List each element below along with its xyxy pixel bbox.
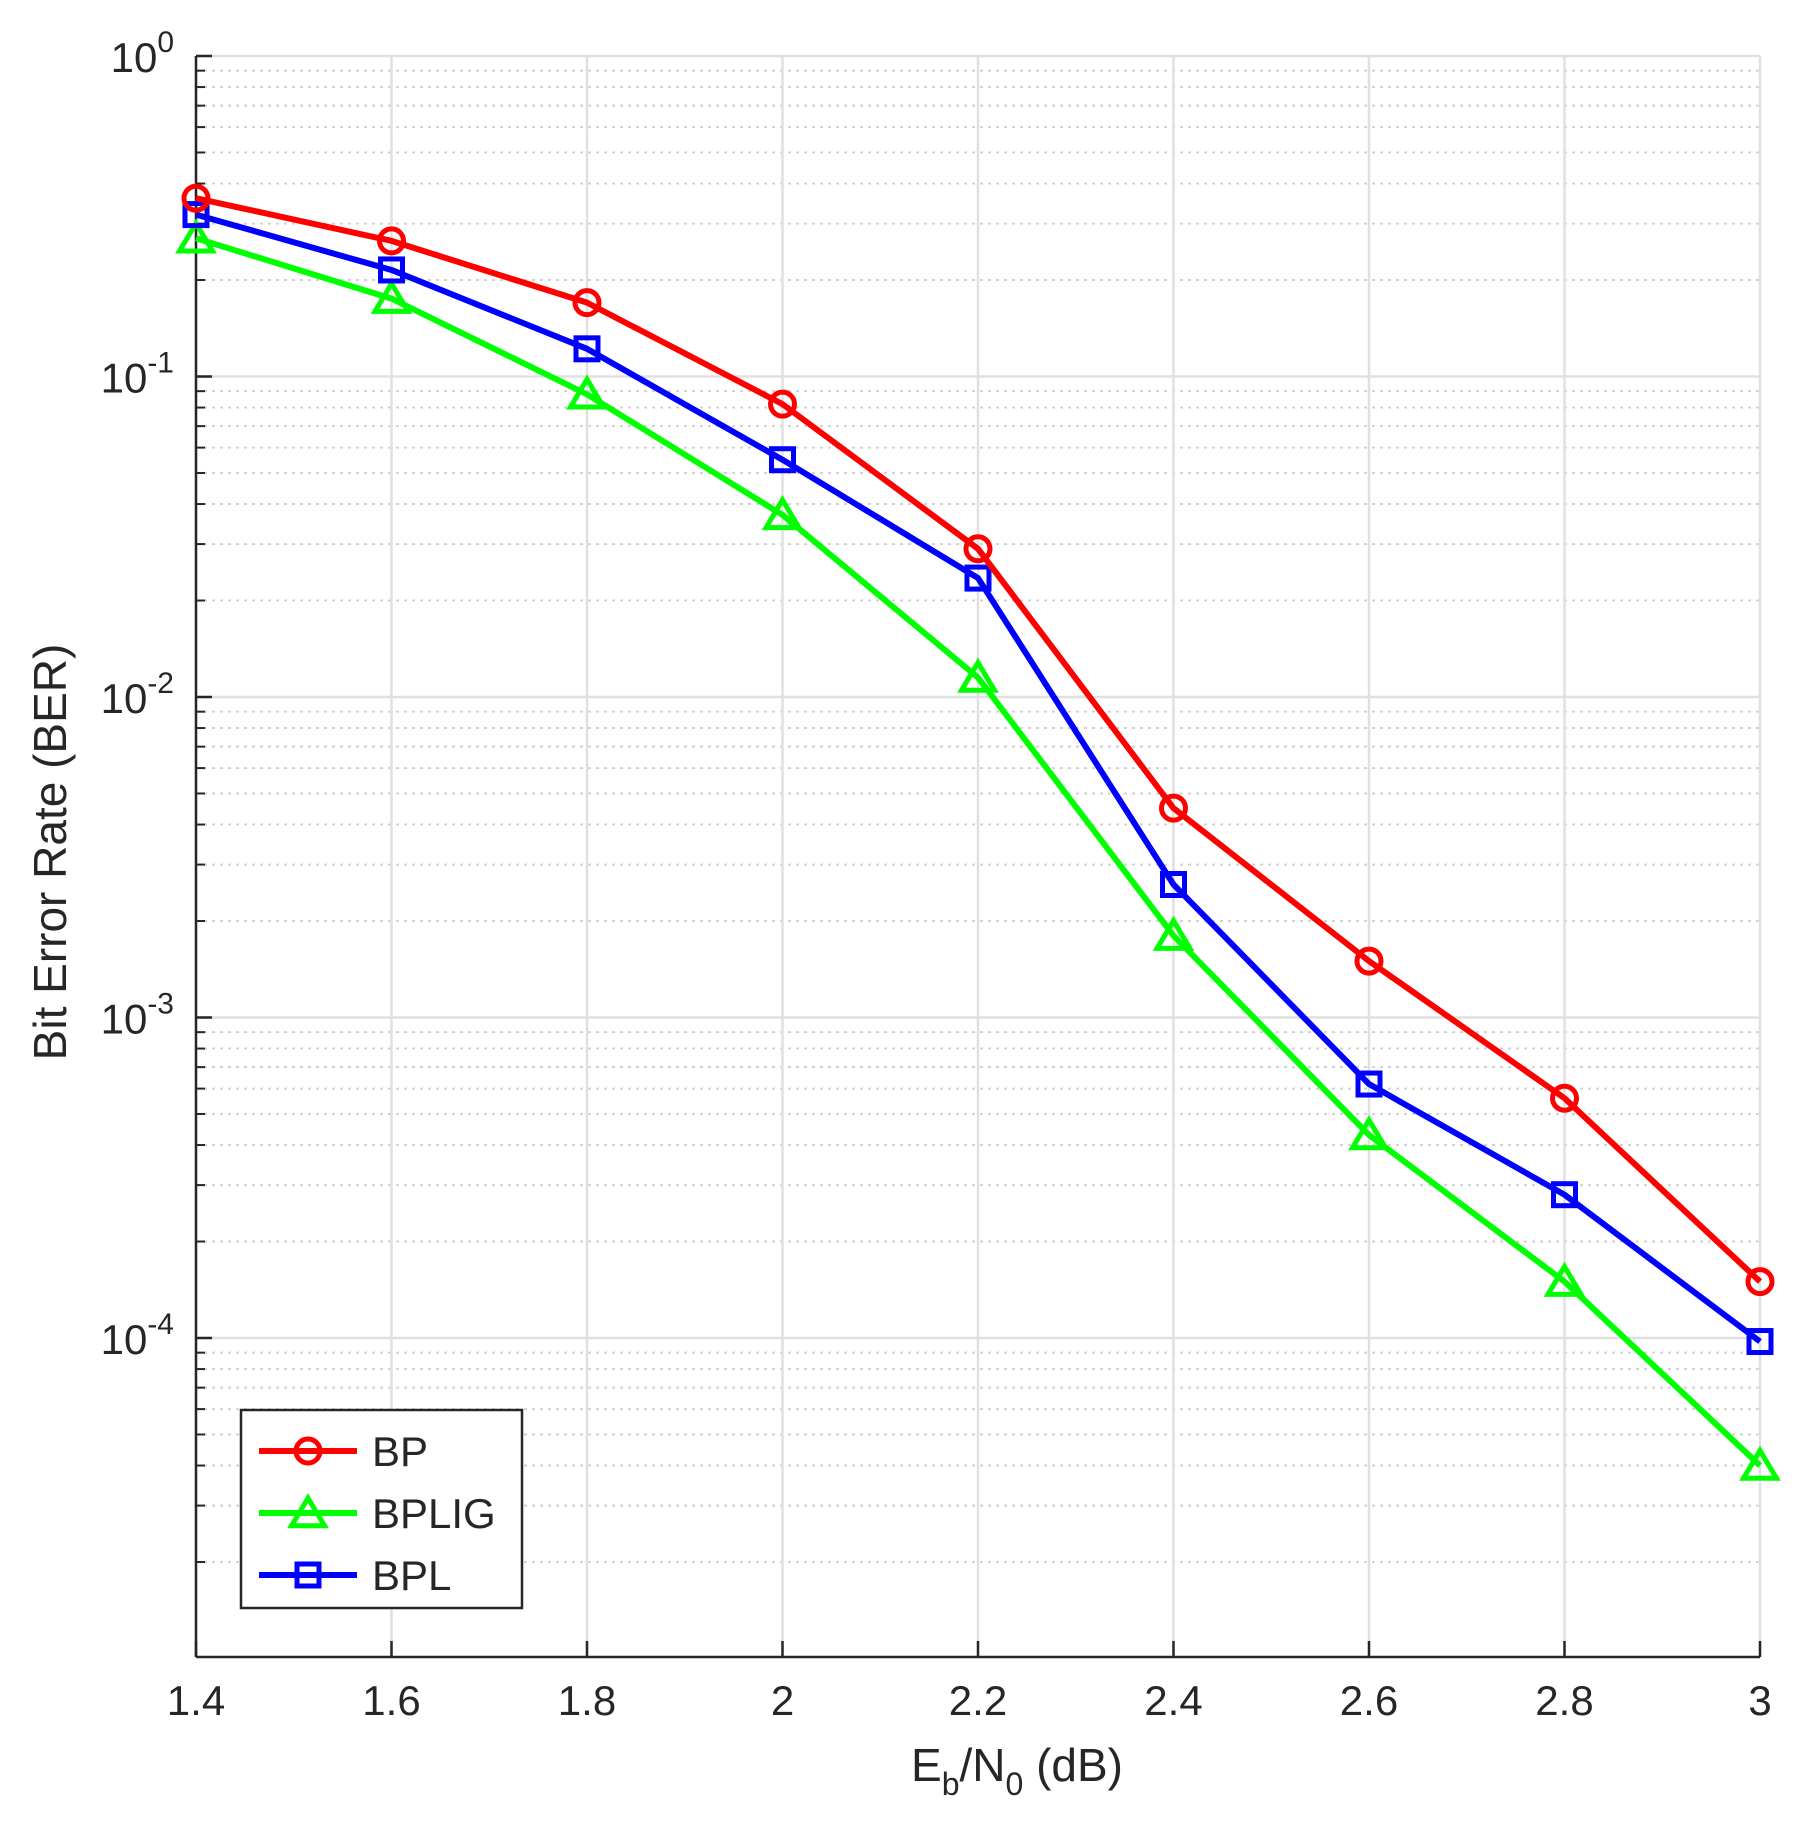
- legend-marker-bp: [293, 1436, 323, 1466]
- axes-layer: [194, 54, 1762, 1659]
- data-point-bp: [1159, 793, 1188, 823]
- series-line-bp: [195, 195, 1763, 1284]
- data-point-bplig: [1348, 1115, 1390, 1151]
- x-tick-label: 2.6: [1340, 1677, 1398, 1724]
- series-layer: [175, 183, 1781, 1481]
- data-point-bpl: [378, 256, 405, 284]
- x-tick-label: 3: [1748, 1677, 1771, 1724]
- data-point-bpl: [1746, 1328, 1774, 1356]
- series-line-bplig: [195, 235, 1763, 1468]
- legend-label-bp: BP: [372, 1428, 428, 1475]
- data-point-bp: [1745, 1267, 1775, 1297]
- series-bpl: [182, 201, 1774, 1356]
- x-tick-label: 2: [771, 1677, 794, 1724]
- legend-marker-bpl: [294, 1561, 322, 1589]
- y-tick-label: 100: [111, 26, 174, 81]
- data-point-bplig: [957, 657, 999, 693]
- tick-labels: 1.4 1.6 1.8 2 2.2 2.4 2.6 2.8 3 100 10-1 10-2 10-3 10…: [101, 26, 1772, 1724]
- legend: BP BPLIG BPL: [239, 1408, 524, 1610]
- data-point-bplig: [761, 494, 804, 531]
- x-axis-label: Eb/N0 (dB): [911, 1739, 1123, 1802]
- data-point-bplig: [1152, 915, 1195, 951]
- data-point-bpl: [1355, 1070, 1383, 1098]
- data-point-bp: [377, 226, 406, 256]
- data-point-bp: [963, 534, 993, 564]
- y-tick-label: 10-3: [101, 988, 174, 1043]
- data-point-bplig: [370, 278, 413, 314]
- data-point-bplig: [175, 218, 217, 254]
- data-point-bpl: [182, 201, 210, 229]
- x-tick-label: 2.2: [949, 1677, 1007, 1724]
- data-point-bp: [1354, 946, 1384, 976]
- data-point-bp: [181, 183, 211, 213]
- series-line-bpl: [195, 211, 1762, 1344]
- series-bplig: [175, 218, 1781, 1481]
- legend-label-bpl: BPL: [372, 1552, 451, 1599]
- data-point-bpl: [769, 446, 796, 474]
- x-tick-label: 1.6: [362, 1677, 420, 1724]
- data-point-bpl: [1160, 871, 1187, 899]
- legend-marker-bplig: [287, 1493, 329, 1529]
- y-tick-label: 10-2: [101, 667, 174, 722]
- legend-label-bplig: BPLIG: [372, 1490, 496, 1537]
- x-tick-label: 2.4: [1144, 1677, 1202, 1724]
- y-tick-label: 10-4: [101, 1308, 174, 1363]
- data-point-bp: [768, 389, 797, 419]
- data-point-bp: [572, 288, 602, 318]
- y-axis-label: Bit Error Rate (BER): [24, 644, 76, 1061]
- grid-layer: [194, 54, 1762, 1657]
- data-point-bpl: [1551, 1181, 1578, 1209]
- data-point-bp: [1550, 1083, 1579, 1113]
- data-point-bpl: [964, 564, 992, 592]
- data-point-bpl: [573, 335, 601, 363]
- x-tick-label: 2.8: [1535, 1677, 1593, 1724]
- x-tick-label: 1.4: [167, 1677, 225, 1724]
- x-tick-label: 1.8: [558, 1677, 616, 1724]
- data-point-bplig: [1739, 1445, 1781, 1481]
- y-tick-label: 10-1: [101, 347, 174, 402]
- data-point-bplig: [566, 374, 608, 410]
- series-bp: [181, 183, 1775, 1297]
- data-point-bplig: [1543, 1261, 1586, 1297]
